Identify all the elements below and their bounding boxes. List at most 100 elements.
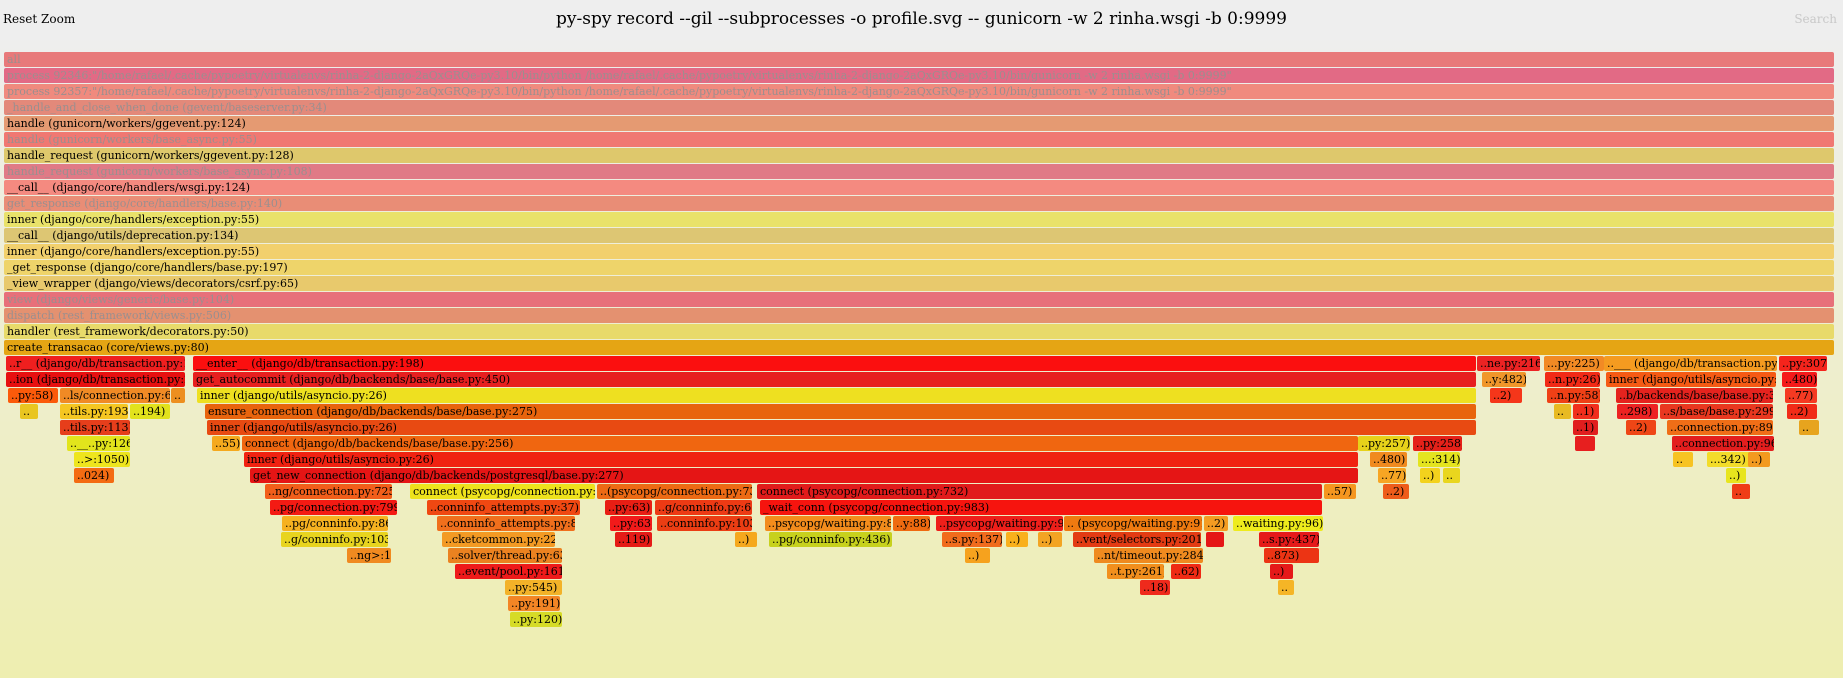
flame-frame[interactable]: .. (psycopg/waiting.py:91) bbox=[1064, 516, 1202, 531]
flame-frame[interactable]: ..ng/connection.py:725) bbox=[265, 484, 392, 499]
flame-frame[interactable]: ..py:63) bbox=[605, 500, 652, 515]
flame-frame[interactable]: ..) bbox=[1420, 468, 1440, 483]
flame-frame[interactable]: ..(psycopg/connection.py:731) bbox=[597, 484, 752, 499]
flame-frame[interactable]: ..s.py:437) bbox=[1259, 532, 1319, 547]
flame-frame[interactable]: .. bbox=[1732, 484, 1750, 499]
flame-frame[interactable]: ..event/pool.py:161) bbox=[455, 564, 562, 579]
flame-frame[interactable]: ..py:545) bbox=[505, 580, 562, 595]
flame-frame[interactable]: ..2) bbox=[1787, 404, 1817, 419]
flame-frame[interactable]: ..y:482) bbox=[1482, 372, 1526, 387]
flame-frame[interactable]: ..connection.py:969) bbox=[1672, 436, 1774, 451]
flame-frame[interactable]: .. bbox=[1799, 420, 1819, 435]
flame-frame[interactable]: ..g/conninfo.py:103) bbox=[281, 532, 388, 547]
flame-frame[interactable]: __enter__ (django/db/transaction.py:198) bbox=[193, 356, 1476, 371]
flame-frame[interactable]: ..480) bbox=[1370, 452, 1407, 467]
flame-frame[interactable]: ..ng>:1) bbox=[347, 548, 391, 563]
flame-frame[interactable]: ..) bbox=[735, 532, 757, 547]
flame-frame[interactable]: handle_request (gunicorn/workers/ggevent… bbox=[4, 148, 1834, 163]
flame-frame[interactable]: __call__ (django/core/handlers/wsgi.py:1… bbox=[4, 180, 1834, 195]
flame-frame[interactable]: ..) bbox=[1270, 564, 1293, 579]
flame-frame[interactable]: all bbox=[4, 52, 1834, 67]
flame-frame[interactable]: ..t.py:261) bbox=[1107, 564, 1164, 579]
flame-frame[interactable]: ..py:120) bbox=[510, 612, 562, 627]
flame-frame[interactable]: ..py:63) bbox=[610, 516, 652, 531]
flame-frame[interactable]: ..conninfo.py:103) bbox=[657, 516, 752, 531]
flame-frame[interactable]: ..77) bbox=[1378, 468, 1406, 483]
flame-frame[interactable]: ..tils.py:113) bbox=[60, 420, 130, 435]
flame-frame[interactable]: ..1) bbox=[1573, 420, 1598, 435]
flame-frame[interactable]: connect (psycopg/connection.py:732) bbox=[757, 484, 1322, 499]
flame-frame[interactable]: ..vent/selectors.py:201) bbox=[1073, 532, 1201, 547]
flame-frame[interactable]: dispatch (rest_framework/views.py:506) bbox=[4, 308, 1834, 323]
flame-frame[interactable]: ..2) bbox=[1626, 420, 1656, 435]
flame-frame[interactable]: .. bbox=[171, 388, 185, 403]
flame-frame[interactable]: ..y:88) bbox=[893, 516, 930, 531]
flame-frame[interactable]: ..55) bbox=[212, 436, 240, 451]
flame-frame[interactable]: ..2) bbox=[1204, 516, 1228, 531]
flame-frame[interactable]: ..py:58) bbox=[8, 388, 58, 403]
flame-frame[interactable]: ..) bbox=[1748, 452, 1770, 467]
flame-frame[interactable]: ..___ (django/db/transaction.py:263) bbox=[1604, 356, 1777, 371]
flame-frame[interactable]: ..) bbox=[965, 548, 990, 563]
flame-frame[interactable]: connect (django/db/backends/base/base.py… bbox=[242, 436, 1358, 451]
flame-frame[interactable]: inner (django/core/handlers/exception.py… bbox=[4, 212, 1834, 227]
flame-frame[interactable]: ..62) bbox=[1171, 564, 1201, 579]
flame-frame[interactable]: ..18) bbox=[1140, 580, 1170, 595]
flame-frame[interactable]: ..waiting.py:96) bbox=[1233, 516, 1323, 531]
flame-frame[interactable]: inner (django/utils/asyncio.py:26) bbox=[207, 420, 1476, 435]
flame-frame[interactable]: inner (django/utils/asyncio.py:26) bbox=[1606, 372, 1776, 387]
flame-frame[interactable]: ..77) bbox=[1785, 388, 1817, 403]
flame-frame[interactable]: process 92357:"/home/rafael/.cache/pypoe… bbox=[4, 84, 1834, 99]
flame-frame[interactable]: ..py:191) bbox=[508, 596, 560, 611]
flame-frame[interactable]: ..connection.py:896) bbox=[1667, 420, 1773, 435]
flame-frame[interactable]: .. bbox=[1278, 580, 1294, 595]
flame-frame[interactable]: ..) bbox=[1726, 468, 1746, 483]
flame-frame[interactable]: ..__..py:126) bbox=[67, 436, 130, 451]
flame-frame[interactable]: ..conninfo_attempts.py:37) bbox=[427, 500, 580, 515]
flame-frame[interactable]: ..ion (django/db/transaction.py:25) bbox=[6, 372, 185, 387]
flame-frame[interactable]: inner (django/core/handlers/exception.py… bbox=[4, 244, 1834, 259]
flame-frame[interactable]: _view_wrapper (django/views/decorators/c… bbox=[4, 276, 1834, 291]
flame-frame[interactable]: ..psycopg/waiting.py:90) bbox=[936, 516, 1063, 531]
flame-frame[interactable]: ..cketcommon.py:225) bbox=[442, 532, 555, 547]
flame-frame[interactable]: .. bbox=[1673, 452, 1693, 467]
flame-frame[interactable]: _get_response (django/core/handlers/base… bbox=[4, 260, 1834, 275]
flame-frame[interactable]: ..2) bbox=[1383, 484, 1409, 499]
flame-frame[interactable]: ..>:1050) bbox=[74, 452, 130, 467]
flame-frame[interactable]: ..ls/connection.py:62) bbox=[60, 388, 170, 403]
flame-frame[interactable]: ..) bbox=[1038, 532, 1062, 547]
flame-frame[interactable]: ..n.py:26) bbox=[1545, 372, 1600, 387]
flame-frame[interactable]: ..ne.py:216) bbox=[1477, 356, 1540, 371]
flame-frame[interactable]: ..s.py:137) bbox=[942, 532, 1002, 547]
flame-frame[interactable]: ..r__ (django/db/transaction.py:183) bbox=[6, 356, 185, 371]
flame-frame[interactable]: ..py:258) bbox=[1413, 436, 1462, 451]
flame-frame[interactable] bbox=[1206, 532, 1224, 547]
flame-frame[interactable]: ..2) bbox=[1490, 388, 1522, 403]
flame-frame[interactable]: ..) bbox=[1006, 532, 1028, 547]
flame-frame[interactable]: _handle_and_close_when_done (gevent/base… bbox=[4, 100, 1834, 115]
flame-frame[interactable]: .. bbox=[20, 404, 38, 419]
flame-frame[interactable]: handle (gunicorn/workers/ggevent.py:124) bbox=[4, 116, 1834, 131]
flame-frame[interactable]: ..873) bbox=[1264, 548, 1319, 563]
flame-frame[interactable]: __call__ (django/utils/deprecation.py:13… bbox=[4, 228, 1834, 243]
flame-frame[interactable]: ..py:257) bbox=[1358, 436, 1410, 451]
flame-frame[interactable]: .. bbox=[1443, 468, 1460, 483]
flame-frame[interactable]: handle (gunicorn/workers/base_async.py:5… bbox=[4, 132, 1834, 147]
flame-frame[interactable]: ..024) bbox=[74, 468, 114, 483]
flame-frame[interactable]: ..57) bbox=[1324, 484, 1356, 499]
flame-frame[interactable]: ...:314) bbox=[1418, 452, 1460, 467]
flame-frame[interactable]: process 92346:"/home/rafael/.cache/pypoe… bbox=[4, 68, 1834, 83]
flame-frame[interactable]: ..py:307) bbox=[1779, 356, 1827, 371]
flame-frame[interactable]: ..nt/timeout.py:284) bbox=[1094, 548, 1203, 563]
flame-frame[interactable]: ..194) bbox=[130, 404, 170, 419]
flame-frame[interactable]: inner (django/utils/asyncio.py:26) bbox=[197, 388, 1476, 403]
flame-frame[interactable] bbox=[1575, 436, 1595, 451]
flame-frame[interactable]: ..n.py:58) bbox=[1547, 388, 1600, 403]
flame-frame[interactable]: ..pg/conninfo.py:86) bbox=[282, 516, 388, 531]
flame-frame[interactable]: ..119) bbox=[615, 532, 652, 547]
flame-frame[interactable]: ..b/backends/base/base.py:323) bbox=[1616, 388, 1773, 403]
flame-frame[interactable]: get_response (django/core/handlers/base.… bbox=[4, 196, 1834, 211]
flame-frame[interactable]: ..psycopg/waiting.py:85) bbox=[765, 516, 891, 531]
flame-frame[interactable]: ..pg/connection.py:799) bbox=[270, 500, 397, 515]
flame-frame[interactable]: connect (psycopg/connection.py:728) bbox=[410, 484, 595, 499]
